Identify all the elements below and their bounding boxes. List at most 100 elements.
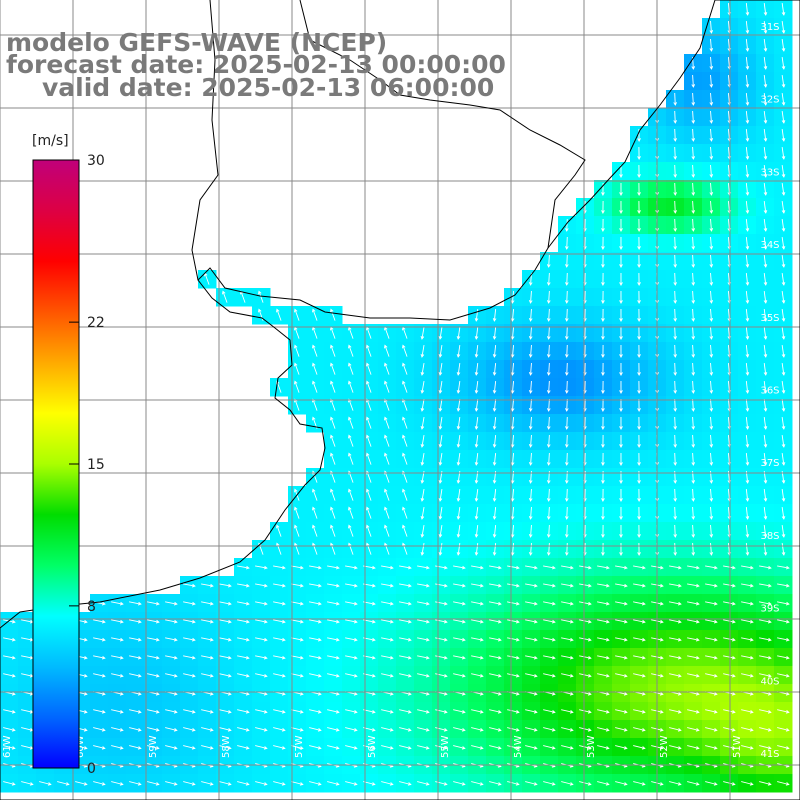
- wind-arrow: [597, 673, 609, 677]
- wind-arrow: [381, 637, 393, 641]
- wind-arrow-head: [402, 398, 406, 403]
- wind-arrow-head: [227, 655, 232, 660]
- wind-arrow-head: [191, 583, 196, 588]
- wind-arrow: [579, 727, 591, 731]
- wind-arrow-head: [371, 746, 376, 750]
- wind-arrow-head: [456, 389, 461, 394]
- wind-arrow-head: [276, 308, 280, 313]
- wind-arrow-head: [137, 619, 142, 624]
- wind-arrow: [543, 601, 555, 605]
- wind-arrow-head: [785, 728, 790, 732]
- wind-arrow: [781, 218, 785, 232]
- wind-arrow: [453, 727, 465, 731]
- wind-arrow: [633, 619, 645, 623]
- wind-arrow-head: [605, 637, 610, 642]
- wind-arrow: [309, 655, 321, 659]
- wind-arrow-head: [745, 480, 750, 484]
- wind-arrow: [453, 781, 465, 785]
- wind-arrow-head: [691, 408, 696, 412]
- wind-arrow-head: [763, 155, 768, 160]
- wind-arrow-head: [263, 583, 268, 588]
- wind-arrow-head: [299, 619, 304, 624]
- wind-arrow-head: [785, 637, 790, 642]
- wind-arrow-head: [155, 746, 160, 750]
- wind-arrow: [692, 290, 694, 304]
- wind-arrow-head: [637, 156, 641, 160]
- wind-arrow-head: [546, 390, 551, 394]
- wind-arrow: [294, 345, 300, 357]
- wind-arrow-head: [29, 782, 34, 786]
- wind-arrow: [692, 398, 694, 412]
- wind-arrow: [727, 254, 731, 268]
- wind-arrow-head: [456, 371, 461, 376]
- wind-arrow-head: [691, 480, 696, 484]
- wind-arrow: [381, 727, 393, 731]
- wind-arrow-head: [119, 691, 124, 696]
- wind-arrow: [21, 781, 33, 785]
- wind-arrow-head: [533, 619, 538, 624]
- wind-arrow: [276, 309, 282, 321]
- wind-arrow-head: [533, 565, 538, 570]
- wind-arrow-head: [781, 425, 786, 430]
- wind-arrow-head: [263, 746, 268, 750]
- wind-arrow-head: [384, 488, 388, 493]
- wind-arrow: [566, 506, 568, 520]
- wind-arrow-head: [492, 426, 497, 430]
- wind-arrow-head: [227, 601, 232, 606]
- wind-arrow-head: [785, 782, 790, 786]
- wind-arrow: [777, 709, 789, 713]
- wind-arrow-head: [781, 317, 786, 322]
- wind-arrow-head: [601, 228, 605, 232]
- wind-arrow-head: [443, 583, 448, 588]
- wind-arrow: [345, 619, 357, 623]
- wind-arrow-head: [587, 655, 592, 660]
- wind-arrow: [312, 489, 318, 501]
- wind-arrow-head: [763, 191, 768, 196]
- wind-arrow: [3, 709, 15, 713]
- wind-arrow-head: [528, 480, 533, 484]
- wind-arrow: [327, 745, 339, 749]
- wind-arrow: [129, 619, 141, 623]
- wind-arrow: [525, 709, 537, 713]
- wind-arrow: [727, 236, 731, 250]
- wind-arrow-head: [137, 782, 142, 786]
- wind-arrow-head: [317, 728, 322, 732]
- wind-arrow: [129, 601, 141, 605]
- wind-arrow-head: [294, 308, 298, 313]
- wind-arrow-head: [348, 542, 352, 547]
- wind-arrow: [493, 488, 497, 502]
- wind-arrow-head: [641, 619, 646, 624]
- wind-arrow: [548, 326, 550, 340]
- wind-arrow: [705, 619, 717, 623]
- wind-arrow: [417, 655, 429, 659]
- wind-arrow: [543, 655, 555, 659]
- wind-arrow-head: [510, 372, 515, 376]
- wind-arrow: [615, 637, 627, 641]
- colorbar-tick-label: 22: [87, 315, 105, 331]
- wind-arrow: [255, 781, 267, 785]
- wind-arrow-head: [119, 637, 124, 642]
- wind-arrow: [312, 525, 318, 537]
- wind-arrow-head: [312, 398, 316, 403]
- wind-arrow: [435, 673, 447, 677]
- wind-arrow-head: [587, 691, 592, 696]
- latitude-label: 33S: [760, 167, 779, 178]
- wind-arrow-head: [366, 452, 370, 457]
- wind-arrow: [366, 489, 372, 501]
- wind-arrow-head: [312, 542, 316, 547]
- wind-arrow: [475, 362, 479, 376]
- wind-arrow-head: [637, 354, 641, 358]
- wind-arrow-head: [623, 619, 628, 624]
- wind-arrow-head: [474, 407, 479, 412]
- wind-arrow: [348, 363, 354, 375]
- wind-arrow: [309, 565, 321, 569]
- wind-arrow-head: [407, 583, 412, 588]
- wind-arrow: [745, 110, 749, 124]
- wind-arrow: [201, 655, 213, 659]
- wind-arrow: [475, 398, 479, 412]
- wind-arrow: [763, 38, 767, 52]
- wind-arrow: [561, 709, 573, 713]
- wind-arrow: [276, 525, 282, 537]
- wind-arrow-head: [389, 728, 394, 732]
- wind-arrow: [674, 506, 676, 520]
